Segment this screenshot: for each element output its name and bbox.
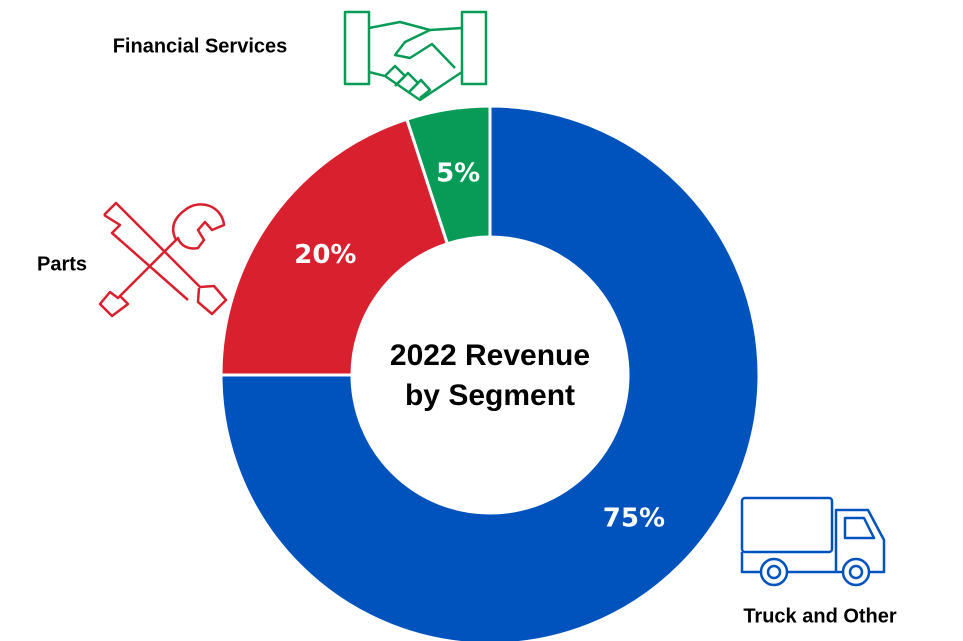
value-label: 5% — [436, 159, 480, 189]
category-label: Parts — [37, 253, 87, 275]
slices — [219, 104, 761, 641]
handshake-icon — [343, 10, 488, 102]
truck-icon — [740, 496, 886, 587]
value-label: 20% — [294, 240, 356, 270]
slice — [219, 117, 450, 377]
category-label: Financial Services — [113, 35, 288, 57]
category-label: Truck and Other — [743, 605, 897, 627]
tools-icon — [98, 201, 228, 318]
slice — [404, 104, 492, 246]
slice — [219, 104, 761, 641]
chart-title: 2022 Revenue by Segment — [389, 339, 591, 412]
value-label: 75% — [603, 503, 665, 533]
